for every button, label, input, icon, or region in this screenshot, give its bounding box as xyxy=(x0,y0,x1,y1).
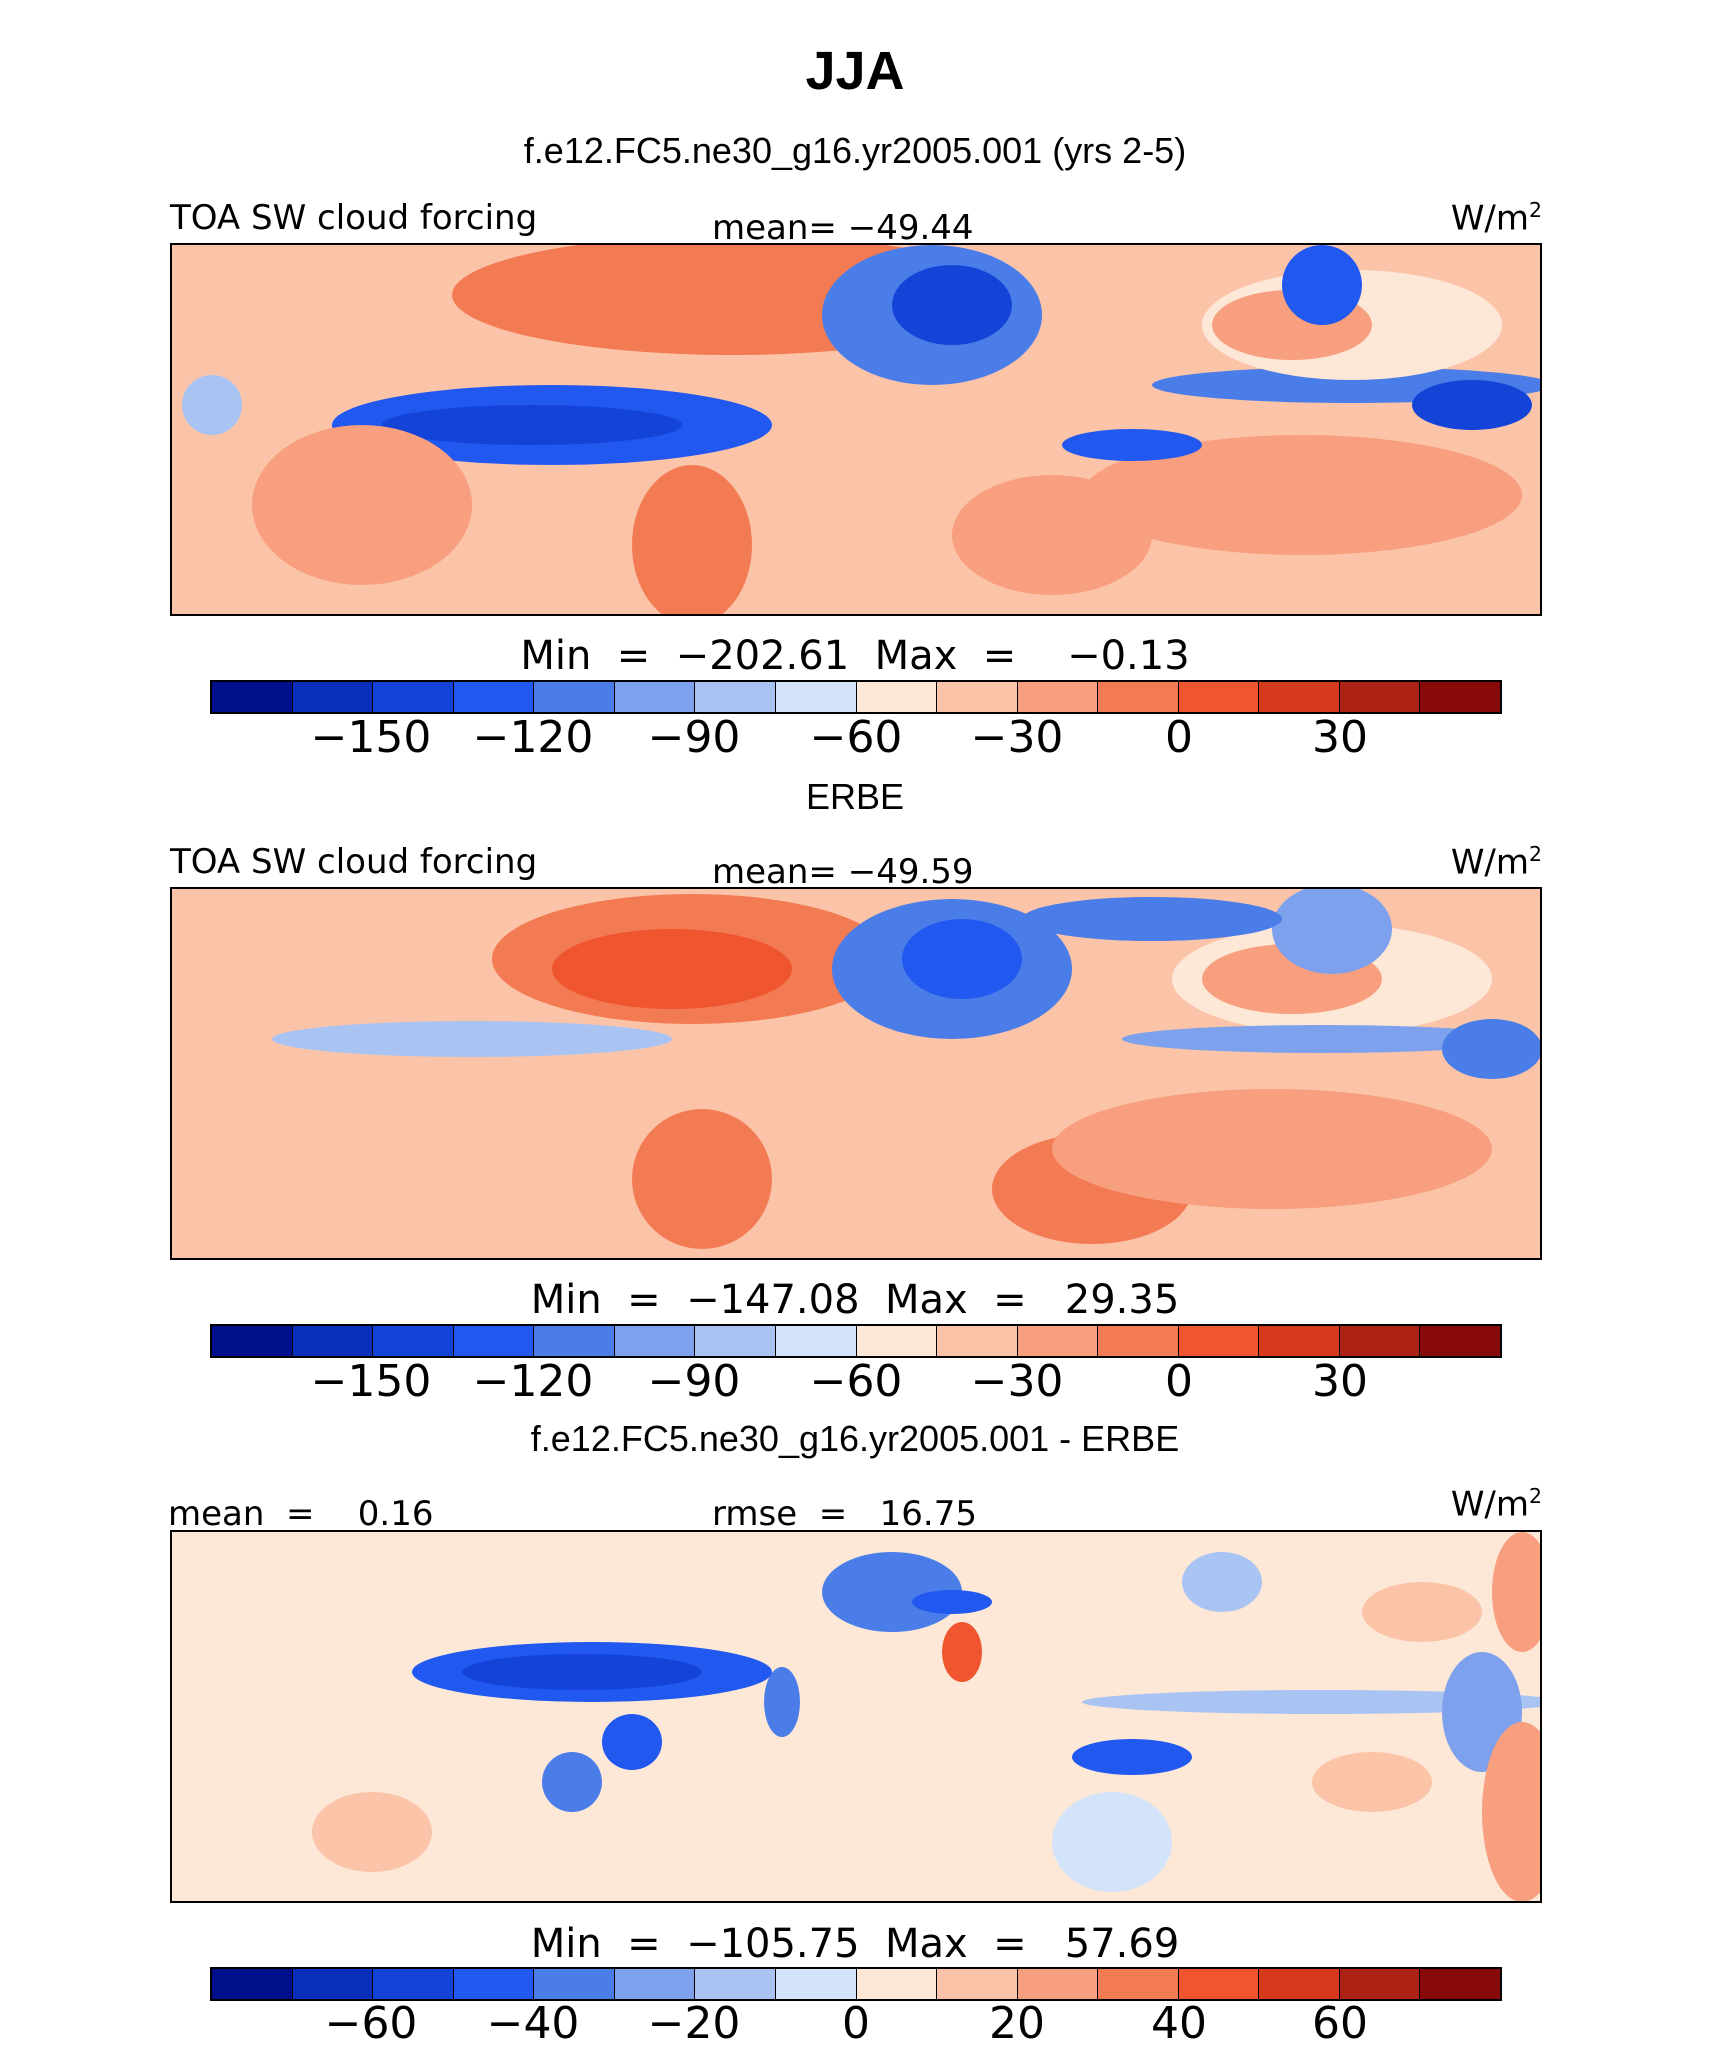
panel-1-contour-field xyxy=(172,245,1540,614)
colorbar-1-swatch xyxy=(695,682,776,712)
colorbar-3-swatch xyxy=(1098,1969,1179,1999)
colorbar-3-swatch xyxy=(695,1969,776,1999)
page-title: JJA xyxy=(805,41,905,101)
panel-1-min-max: Min = −202.61 Max = −0.13 xyxy=(520,633,1190,679)
colorbar-3-swatch xyxy=(937,1969,1018,1999)
panel-3-mean-label: mean = 0.16 xyxy=(168,1494,434,1534)
panel-2-variable-label: TOA SW cloud forcing xyxy=(170,842,538,882)
colorbar-1-swatch xyxy=(937,682,1018,712)
colorbar-3-swatch xyxy=(1420,1969,1500,1999)
panel-3-map xyxy=(170,1530,1542,1903)
panel-3-tick: −60 xyxy=(324,1998,418,2049)
panel-1-units: W/m2 xyxy=(1450,198,1542,239)
panel-2-colorbar xyxy=(210,1324,1502,1358)
colorbar-1-swatch xyxy=(212,682,293,712)
colorbar-1-swatch xyxy=(856,682,938,712)
panel-1-tick: 0 xyxy=(1165,712,1193,763)
colorbar-3-swatch xyxy=(1178,1969,1260,1999)
colorbar-1-swatch xyxy=(1017,682,1099,712)
colorbar-2-swatch xyxy=(534,1326,615,1356)
panel-3-tick: 60 xyxy=(1312,1998,1368,2049)
colorbar-2-swatch xyxy=(1420,1326,1500,1356)
panel-2-min-max: Min = −147.08 Max = 29.35 xyxy=(530,1277,1180,1323)
colorbar-3-swatch xyxy=(212,1969,293,1999)
panel-3-min-max: Min = −105.75 Max = 57.69 xyxy=(530,1921,1180,1967)
colorbar-1-swatch xyxy=(1339,682,1421,712)
panel-3-tick: −40 xyxy=(486,1998,580,2049)
panel-1-variable-label: TOA SW cloud forcing xyxy=(170,198,538,238)
panel-3-dataset-label: f.e12.FC5.ne30_g16.yr2005.001 - ERBE xyxy=(530,1418,1180,1459)
colorbar-2-swatch xyxy=(212,1326,293,1356)
colorbar-1-swatch xyxy=(534,682,615,712)
panel-2-units: W/m2 xyxy=(1450,842,1542,883)
colorbar-3-swatch xyxy=(1259,1969,1340,1999)
panel-2-tick: −120 xyxy=(472,1356,594,1407)
colorbar-2-swatch xyxy=(1259,1326,1340,1356)
colorbar-1-swatch xyxy=(453,682,535,712)
panel-2-dataset-label: ERBE xyxy=(805,776,905,817)
page-subtitle: f.e12.FC5.ne30_g16.yr2005.001 (yrs 2-5) xyxy=(523,130,1187,171)
colorbar-1-swatch xyxy=(1259,682,1340,712)
panel-2-map xyxy=(170,887,1542,1260)
colorbar-1-swatch xyxy=(1420,682,1500,712)
panel-3-tick: 20 xyxy=(989,1998,1045,2049)
panel-2-mean-label: mean= −49.59 xyxy=(712,852,974,892)
panel-2-tick: 0 xyxy=(1165,1356,1193,1407)
panel-2-tick: −30 xyxy=(970,1356,1064,1407)
colorbar-2-swatch xyxy=(937,1326,1018,1356)
panel-1-tick: −30 xyxy=(970,712,1064,763)
colorbar-3-swatch xyxy=(614,1969,696,1999)
colorbar-3-swatch xyxy=(292,1969,374,1999)
panel-3-tick: 40 xyxy=(1151,1998,1207,2049)
colorbar-1-swatch xyxy=(1098,682,1179,712)
panel-1-mean-label: mean= −49.44 xyxy=(712,208,974,248)
colorbar-3-swatch xyxy=(1017,1969,1099,1999)
colorbar-2-swatch xyxy=(695,1326,776,1356)
colorbar-3-swatch xyxy=(534,1969,615,1999)
colorbar-2-swatch xyxy=(292,1326,374,1356)
colorbar-2-swatch xyxy=(373,1326,454,1356)
colorbar-3-swatch xyxy=(453,1969,535,1999)
colorbar-3-swatch xyxy=(373,1969,454,1999)
panel-3-colorbar xyxy=(210,1967,1502,2001)
panel-3-contour-field xyxy=(172,1532,1540,1901)
panel-1-tick: 30 xyxy=(1312,712,1368,763)
colorbar-1-swatch xyxy=(292,682,374,712)
colorbar-2-swatch xyxy=(453,1326,535,1356)
panel-2-tick: −90 xyxy=(647,1356,741,1407)
colorbar-2-swatch xyxy=(1178,1326,1260,1356)
panel-1-tick: −150 xyxy=(310,712,432,763)
panel-1-tick: −60 xyxy=(809,712,903,763)
colorbar-1-swatch xyxy=(1178,682,1260,712)
colorbar-1-swatch xyxy=(373,682,454,712)
colorbar-2-swatch xyxy=(1339,1326,1421,1356)
panel-3-rmse-label: rmse = 16.75 xyxy=(712,1494,977,1534)
panel-2-tick: 30 xyxy=(1312,1356,1368,1407)
panel-2-contour-field xyxy=(172,889,1540,1258)
panel-2-tick: −150 xyxy=(310,1356,432,1407)
panel-1-tick: −120 xyxy=(472,712,594,763)
panel-3-tick: 0 xyxy=(842,1998,870,2049)
colorbar-3-swatch xyxy=(856,1969,938,1999)
colorbar-2-swatch xyxy=(775,1326,857,1356)
panel-1-tick: −90 xyxy=(647,712,741,763)
colorbar-1-swatch xyxy=(614,682,696,712)
panel-2-tick: −60 xyxy=(809,1356,903,1407)
panel-3-units: W/m2 xyxy=(1450,1484,1542,1525)
colorbar-2-swatch xyxy=(1098,1326,1179,1356)
panel-1-colorbar xyxy=(210,680,1502,714)
colorbar-2-swatch xyxy=(614,1326,696,1356)
colorbar-1-swatch xyxy=(775,682,857,712)
colorbar-3-swatch xyxy=(1339,1969,1421,1999)
colorbar-3-swatch xyxy=(775,1969,857,1999)
panel-3-tick: −20 xyxy=(647,1998,741,2049)
colorbar-2-swatch xyxy=(856,1326,938,1356)
panel-1-map xyxy=(170,243,1542,616)
colorbar-2-swatch xyxy=(1017,1326,1099,1356)
